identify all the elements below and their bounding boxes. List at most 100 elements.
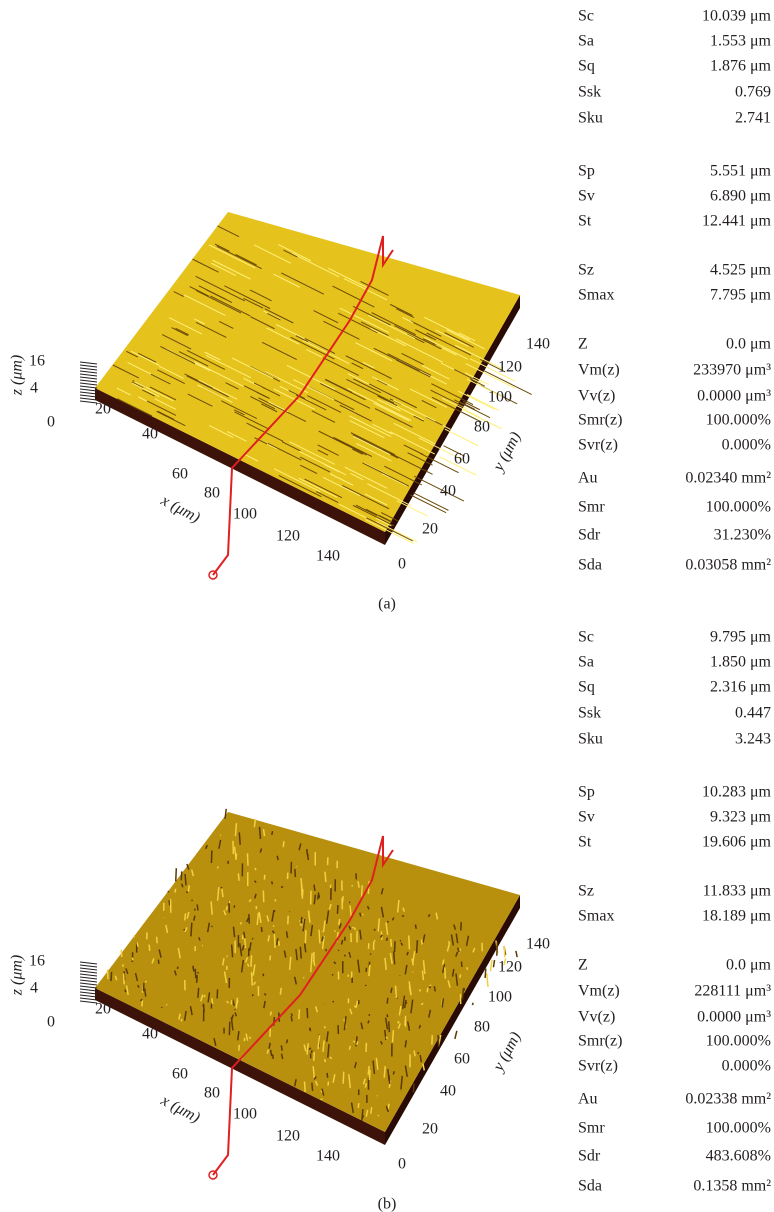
surface-texture bbox=[270, 1012, 271, 1016]
surface-texture bbox=[121, 950, 122, 957]
parameter-name: Sz bbox=[578, 883, 594, 900]
z-axis-hatch bbox=[80, 977, 97, 979]
parameter-name: Svr(z) bbox=[578, 437, 618, 454]
surface-texture bbox=[325, 1026, 326, 1028]
surface-texture bbox=[460, 974, 461, 977]
surface-texture bbox=[368, 1020, 369, 1023]
surface-texture bbox=[325, 872, 326, 882]
parameter-value: 10.283 μm bbox=[702, 784, 772, 801]
y-tick-label: 20 bbox=[422, 521, 438, 538]
parameter-value: 0.02338 mm² bbox=[685, 1091, 771, 1108]
parameter-name: Sda bbox=[578, 557, 602, 574]
parameter-name: Sku bbox=[578, 731, 603, 748]
y-tick-label: 0 bbox=[398, 556, 406, 573]
parameter-value: 1.553 μm bbox=[710, 33, 772, 50]
x-tick-label: 120 bbox=[276, 1128, 300, 1145]
surface-texture bbox=[195, 909, 196, 911]
parameter-value: 0.000% bbox=[722, 1058, 771, 1075]
surface-texture bbox=[260, 827, 261, 839]
z-axis-hatch bbox=[80, 386, 97, 388]
surface-texture bbox=[185, 874, 186, 885]
z-axis-hatch bbox=[80, 368, 97, 370]
parameter-value: 18.189 μm bbox=[702, 908, 772, 925]
parameter-value: 100.000% bbox=[706, 412, 771, 429]
surface-texture bbox=[417, 1053, 419, 1054]
surface-texture bbox=[299, 1009, 300, 1019]
surface-texture bbox=[291, 1016, 292, 1021]
y-tick-label: 120 bbox=[498, 359, 522, 376]
surface-texture bbox=[378, 1115, 379, 1116]
surface-texture bbox=[169, 900, 170, 905]
surface-texture bbox=[389, 1075, 390, 1084]
x-tick-label: 20 bbox=[95, 1001, 111, 1018]
z-axis-hatch bbox=[80, 365, 97, 367]
parameter-value: 2.316 μm bbox=[710, 679, 772, 696]
parameter-name: Svr(z) bbox=[578, 1058, 618, 1075]
z-axis-hatch bbox=[80, 971, 97, 973]
surface-texture bbox=[342, 896, 343, 903]
z-tick-label: 16 bbox=[29, 353, 45, 370]
x-tick-label: 140 bbox=[316, 1148, 340, 1165]
x-axis-label: x (μm) bbox=[157, 1092, 202, 1127]
surface-texture bbox=[231, 1000, 232, 1004]
surface-texture bbox=[358, 881, 359, 887]
x-tick-label: 60 bbox=[172, 1066, 188, 1083]
surface-texture bbox=[374, 940, 375, 941]
surface-texture bbox=[365, 1083, 366, 1087]
parameter-name: Ssk bbox=[578, 84, 601, 101]
y-tick-label: 80 bbox=[474, 1019, 490, 1036]
surface-texture bbox=[270, 956, 271, 961]
surface-texture bbox=[370, 954, 371, 955]
surface-texture bbox=[158, 960, 159, 964]
surface-texture bbox=[415, 924, 416, 928]
z-tick-label: 4 bbox=[30, 380, 38, 397]
surface-texture bbox=[449, 941, 450, 944]
z-axis-hatch bbox=[80, 974, 97, 976]
surface-texture bbox=[305, 930, 306, 943]
surface-texture bbox=[311, 964, 312, 972]
surface-texture bbox=[227, 956, 228, 957]
surface-texture bbox=[295, 869, 296, 877]
surface-texture bbox=[384, 1066, 385, 1077]
z-axis-hatch bbox=[80, 965, 97, 967]
parameter-value: 1.876 μm bbox=[710, 58, 772, 75]
surface bbox=[95, 812, 520, 1132]
surface-texture bbox=[516, 951, 517, 957]
surface-texture bbox=[472, 1003, 473, 1005]
y-tick-label: 0 bbox=[398, 1156, 406, 1173]
surface-texture bbox=[241, 922, 242, 924]
surface-texture bbox=[393, 1030, 394, 1042]
parameter-name: Sc bbox=[578, 629, 594, 646]
surface-texture bbox=[497, 942, 498, 955]
y-tick-label: 140 bbox=[526, 936, 550, 953]
z-axis-hatch bbox=[80, 980, 97, 982]
y-tick-label: 60 bbox=[454, 451, 470, 468]
surface-texture bbox=[318, 895, 319, 900]
z-tick-label: 0 bbox=[47, 1014, 55, 1031]
z-axis-hatch bbox=[80, 983, 97, 985]
surface-texture bbox=[339, 919, 340, 925]
parameter-name: Sda bbox=[578, 1178, 602, 1195]
surface-texture bbox=[269, 1043, 270, 1049]
z-axis-hatch bbox=[80, 377, 97, 379]
surface-texture bbox=[387, 922, 389, 923]
parameter-name: Sc bbox=[578, 8, 594, 25]
z-axis-hatch bbox=[80, 389, 97, 391]
surface-texture bbox=[422, 939, 423, 944]
parameter-value: 9.795 μm bbox=[710, 629, 772, 646]
surface-texture bbox=[280, 988, 281, 995]
x-tick-label: 20 bbox=[95, 401, 111, 418]
x-tick-label: 100 bbox=[233, 1106, 257, 1123]
parameter-value: 100.000% bbox=[706, 499, 771, 516]
surface-texture bbox=[368, 1066, 369, 1075]
surface-texture bbox=[191, 923, 192, 937]
y-tick-label: 140 bbox=[526, 336, 550, 353]
y-tick-label: 100 bbox=[488, 989, 512, 1006]
parameter-name: Sq bbox=[578, 58, 595, 75]
surface-texture bbox=[344, 955, 345, 957]
surface-texture bbox=[371, 1107, 372, 1114]
parameter-value: 11.833 μm bbox=[703, 883, 772, 900]
surface-texture bbox=[332, 974, 333, 975]
parameter-value: 0.02340 mm² bbox=[685, 470, 771, 487]
panel-label: (a) bbox=[378, 596, 396, 613]
